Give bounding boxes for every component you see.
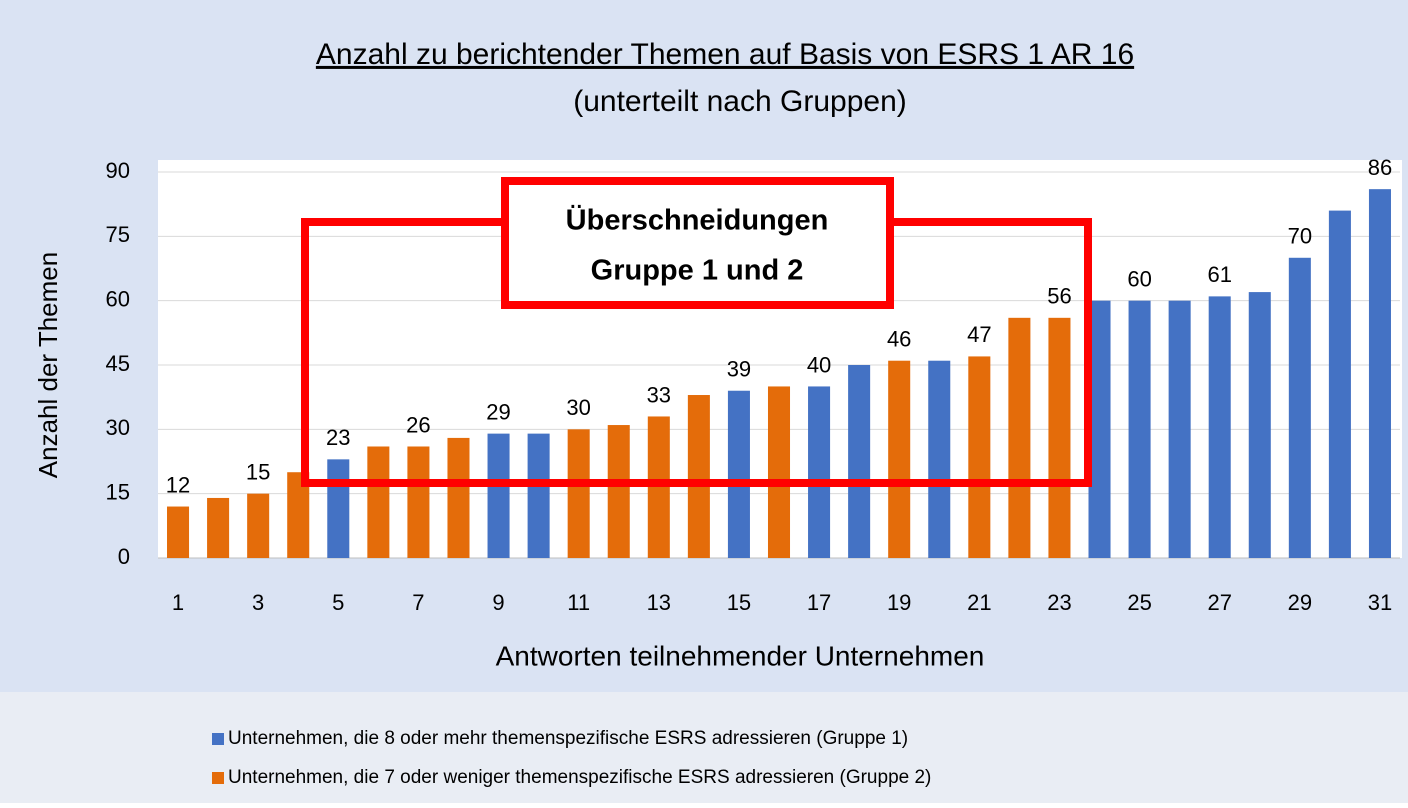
legend: Unternehmen, die 8 oder mehr themenspezi… <box>212 728 931 788</box>
bars <box>167 189 1391 558</box>
data-label: 12 <box>166 472 190 497</box>
y-tick-label: 90 <box>106 158 130 183</box>
data-label: 61 <box>1207 262 1231 287</box>
bar <box>487 433 510 558</box>
y-tick-label: 60 <box>106 286 130 311</box>
legend-swatch <box>212 733 224 745</box>
x-tick-label: 17 <box>807 590 831 615</box>
y-tick-label: 30 <box>106 415 130 440</box>
x-tick-label: 1 <box>172 590 184 615</box>
bar <box>808 386 831 558</box>
y-axis-label: Anzahl der Themen <box>33 252 63 478</box>
bar <box>367 446 390 558</box>
bar <box>1008 317 1031 558</box>
legend-label: Unternehmen, die 8 oder mehr themenspezi… <box>228 728 908 749</box>
bar <box>767 386 791 558</box>
data-label: 56 <box>1047 284 1071 309</box>
y-tick-label: 15 <box>106 479 130 504</box>
y-tick-label: 45 <box>106 351 130 376</box>
x-tick-label: 7 <box>412 590 424 615</box>
x-tick-label: 31 <box>1368 590 1392 615</box>
x-tick-label: 25 <box>1127 590 1151 615</box>
bar <box>1128 300 1151 558</box>
bar <box>247 493 270 558</box>
bar <box>968 356 991 558</box>
bar <box>447 437 470 558</box>
bar <box>1368 189 1391 558</box>
x-tick-label: 29 <box>1288 590 1312 615</box>
bar <box>687 395 710 558</box>
x-tick-label: 21 <box>967 590 991 615</box>
bar <box>1288 257 1311 558</box>
y-tick-label: 0 <box>118 544 130 569</box>
data-label: 33 <box>647 382 671 407</box>
data-label: 40 <box>807 352 831 377</box>
data-label: 26 <box>406 412 430 437</box>
bar <box>848 365 871 558</box>
bar <box>1248 292 1271 558</box>
legend-swatch <box>212 772 224 784</box>
bar <box>1048 317 1071 558</box>
annotation: Überschneidungen <box>566 204 829 237</box>
bar <box>607 425 630 558</box>
legend-label: Unternehmen, die 7 oder weniger themensp… <box>228 767 931 788</box>
x-tick-label: 5 <box>332 590 344 615</box>
bar <box>207 497 230 558</box>
bar <box>167 506 190 558</box>
x-tick-label: 9 <box>492 590 504 615</box>
bar <box>888 360 911 558</box>
bar <box>327 459 350 558</box>
bar <box>567 429 590 558</box>
bar <box>1208 296 1231 558</box>
bar <box>1088 300 1111 558</box>
bar <box>647 416 670 558</box>
data-label: 46 <box>887 327 911 352</box>
bar <box>407 446 430 558</box>
x-tick-label: 15 <box>727 590 751 615</box>
bar <box>928 360 951 558</box>
data-label: 29 <box>486 399 510 424</box>
chart-title: Anzahl zu berichtender Themen auf Basis … <box>316 38 1134 71</box>
bar <box>527 433 550 558</box>
data-label: 86 <box>1368 155 1392 180</box>
bar <box>287 472 310 558</box>
bar <box>727 390 750 558</box>
annotation: Gruppe 1 und 2 <box>591 255 804 287</box>
data-label: 30 <box>566 395 590 420</box>
data-label: 39 <box>727 357 751 382</box>
data-label: 23 <box>326 425 350 450</box>
y-tick-label: 75 <box>106 222 130 247</box>
bar <box>1168 300 1191 558</box>
data-label: 60 <box>1127 266 1151 291</box>
annotation-box <box>501 177 894 309</box>
x-tick-label: 3 <box>252 590 264 615</box>
x-tick-label: 27 <box>1207 590 1231 615</box>
data-label: 70 <box>1288 224 1312 249</box>
chart-subtitle: (unterteilt nach Gruppen) <box>573 85 907 118</box>
x-tick-label: 19 <box>887 590 911 615</box>
x-axis-label: Antworten teilnehmender Unternehmen <box>496 640 985 671</box>
bar <box>1328 210 1351 558</box>
x-tick-label: 23 <box>1047 590 1071 615</box>
data-label: 15 <box>246 459 270 484</box>
x-tick-label: 13 <box>647 590 671 615</box>
data-label: 47 <box>967 322 991 347</box>
x-tick-label: 11 <box>567 590 590 615</box>
